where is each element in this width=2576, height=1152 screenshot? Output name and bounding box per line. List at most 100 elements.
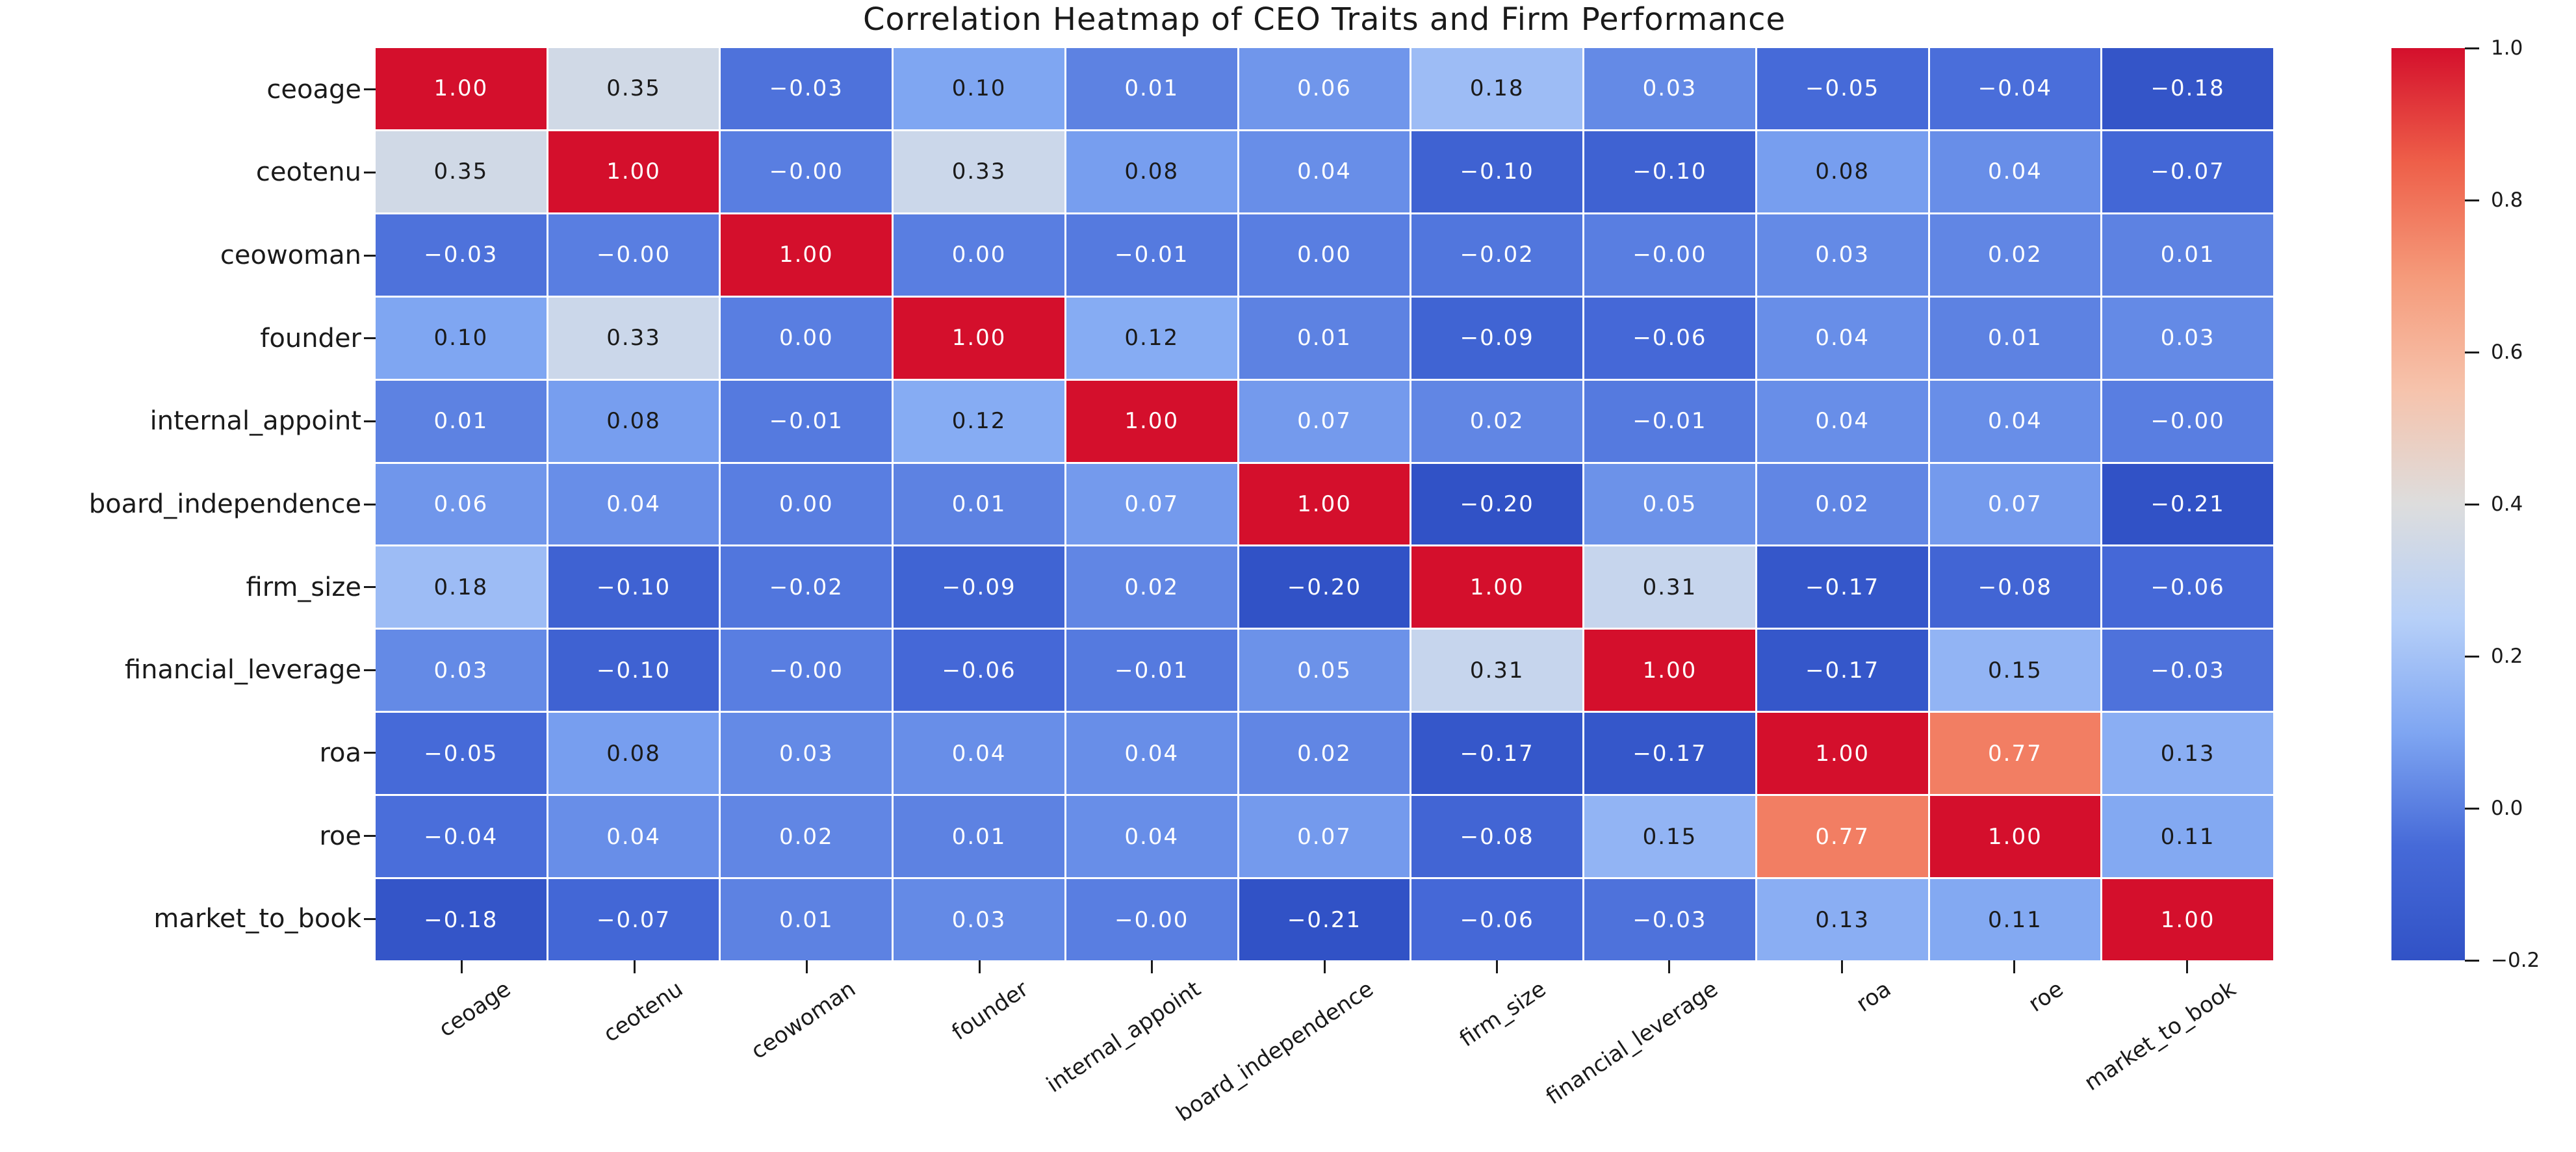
heatmap-cell: 0.02 xyxy=(1411,380,1583,462)
heatmap-cell: −0.02 xyxy=(721,546,892,628)
colorbar-tick-label: 0.8 xyxy=(2491,188,2523,212)
cell-value: −0.05 xyxy=(1805,75,1880,102)
y-axis-label: founder xyxy=(260,323,361,353)
heatmap-cell: −0.03 xyxy=(2102,630,2273,711)
heatmap-cell: −0.00 xyxy=(721,630,892,711)
cell-value: 0.04 xyxy=(1124,823,1179,850)
x-axis-label: financial_leverage xyxy=(1541,976,1723,1110)
cell-value: −0.00 xyxy=(1114,906,1189,933)
cell-value: −0.01 xyxy=(1114,657,1189,684)
heatmap-cell: 1.00 xyxy=(1757,713,1928,795)
cell-value: −0.01 xyxy=(769,408,844,435)
y-axis-label: market_to_book xyxy=(153,904,361,934)
cell-value: 0.07 xyxy=(1988,491,2042,517)
heatmap-cell: −0.00 xyxy=(1584,214,1755,296)
heatmap-cell: 0.02 xyxy=(721,796,892,878)
cell-value: −0.06 xyxy=(1460,906,1534,933)
cell-value: 0.03 xyxy=(1642,75,1697,102)
cell-value: 0.02 xyxy=(779,823,834,850)
cell-value: 0.08 xyxy=(606,740,661,767)
cell-value: 1.00 xyxy=(779,242,834,268)
heatmap-cell: 0.02 xyxy=(1929,214,2101,296)
cell-value: 0.12 xyxy=(1124,325,1179,352)
heatmap-cell: 0.08 xyxy=(548,380,719,462)
heatmap-cell: −0.00 xyxy=(2102,380,2273,462)
heatmap-cell: 0.01 xyxy=(894,463,1064,545)
cell-value: −0.17 xyxy=(1805,657,1880,684)
y-axis-tick xyxy=(364,254,376,257)
cell-value: −0.17 xyxy=(1632,740,1707,767)
heatmap-cell: 0.07 xyxy=(1239,796,1410,878)
cell-value: 0.06 xyxy=(1297,75,1352,102)
heatmap-cell: −0.06 xyxy=(2102,546,2273,628)
heatmap-cell: −0.02 xyxy=(1411,214,1583,296)
cell-value: 0.01 xyxy=(1297,325,1352,352)
x-axis-tick xyxy=(978,960,981,973)
y-axis-tick xyxy=(364,88,376,91)
heatmap-cell: 1.00 xyxy=(1411,546,1583,628)
x-axis-tick xyxy=(1151,960,1153,973)
heatmap-cell: 0.01 xyxy=(1929,297,2101,379)
heatmap-cell: 0.08 xyxy=(1066,131,1237,212)
heatmap-cell: 0.04 xyxy=(1929,380,2101,462)
heatmap-cell: 0.07 xyxy=(1066,463,1237,545)
heatmap-cell: −0.18 xyxy=(2102,48,2273,129)
heatmap-cell: 0.18 xyxy=(1411,48,1583,129)
heatmap-cell: 0.35 xyxy=(376,131,547,212)
heatmap-cell: 0.04 xyxy=(1757,380,1928,462)
cell-value: −0.20 xyxy=(1460,491,1534,517)
heatmap-cell: 0.12 xyxy=(1066,297,1237,379)
heatmap-cell: −0.00 xyxy=(548,214,719,296)
cell-value: −0.06 xyxy=(942,657,1016,684)
heatmap-cell: 0.00 xyxy=(894,214,1064,296)
cell-value: 0.31 xyxy=(1642,574,1697,600)
cell-value: 1.00 xyxy=(951,325,1007,352)
heatmap-cell: 1.00 xyxy=(1584,630,1755,711)
cell-value: 0.08 xyxy=(1124,159,1179,185)
cell-value: −0.07 xyxy=(596,906,671,933)
cell-value: −0.17 xyxy=(1805,574,1880,600)
cell-value: 0.12 xyxy=(951,408,1007,435)
x-axis-tick xyxy=(1840,960,1843,973)
cell-value: 0.18 xyxy=(1469,75,1525,102)
cell-value: 0.33 xyxy=(606,325,661,352)
heatmap-cell: 0.13 xyxy=(2102,713,2273,795)
heatmap-cell: −0.18 xyxy=(376,879,547,960)
cell-value: 0.00 xyxy=(1297,242,1352,268)
cell-value: −0.08 xyxy=(1460,823,1534,850)
x-axis-label: roe xyxy=(2024,976,2068,1018)
cell-value: 0.02 xyxy=(1297,740,1352,767)
heatmap-cell: −0.20 xyxy=(1411,463,1583,545)
cell-value: 1.00 xyxy=(1642,657,1697,684)
heatmap-cell: 0.00 xyxy=(721,297,892,379)
cell-value: 0.04 xyxy=(1988,408,2042,435)
cell-value: −0.06 xyxy=(2150,574,2225,600)
heatmap-cell: −0.01 xyxy=(1066,630,1237,711)
cell-value: −0.01 xyxy=(1632,408,1707,435)
heatmap-cell: 0.10 xyxy=(376,297,547,379)
heatmap-cell: 1.00 xyxy=(376,48,547,129)
heatmap-cell: −0.17 xyxy=(1757,630,1928,711)
heatmap-cell: 0.11 xyxy=(2102,796,2273,878)
cell-value: 0.05 xyxy=(1642,491,1697,517)
heatmap-cell: 0.31 xyxy=(1584,546,1755,628)
cell-value: 1.00 xyxy=(1124,408,1179,435)
cell-value: 0.77 xyxy=(1815,823,1870,850)
cell-value: 0.00 xyxy=(779,325,834,352)
cell-value: −0.00 xyxy=(596,242,671,268)
heatmap-cell: 0.12 xyxy=(894,380,1064,462)
cell-value: −0.10 xyxy=(1460,159,1534,185)
heatmap-cell: −0.10 xyxy=(1584,131,1755,212)
x-axis-label: ceotenu xyxy=(599,976,688,1048)
heatmap-cell: −0.05 xyxy=(1757,48,1928,129)
cell-value: 0.04 xyxy=(1124,740,1179,767)
heatmap-cell: −0.03 xyxy=(721,48,892,129)
heatmap-cell: 0.03 xyxy=(2102,297,2273,379)
heatmap-cell: 0.04 xyxy=(1239,131,1410,212)
cell-value: 1.00 xyxy=(1297,491,1352,517)
heatmap-grid: 1.00 0.35 −0.03 0.10 0.01 0.06 0.18 0.03 −0.05 −0… xyxy=(376,48,2273,960)
heatmap-cell: −0.09 xyxy=(1411,297,1583,379)
y-axis-label: roe xyxy=(319,821,361,851)
cell-value: −0.00 xyxy=(2150,408,2225,435)
y-axis-label: roa xyxy=(319,737,361,768)
